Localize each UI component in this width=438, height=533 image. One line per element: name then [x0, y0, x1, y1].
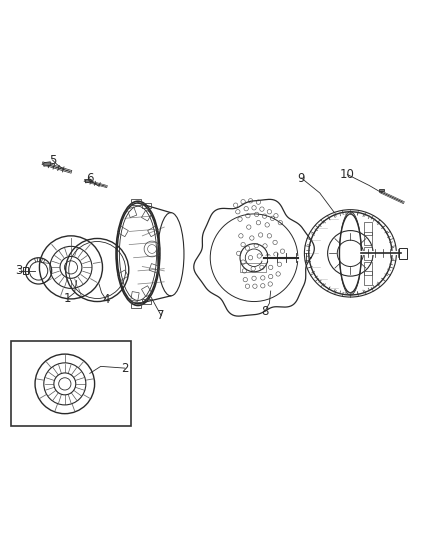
Bar: [142, 203, 151, 208]
Bar: [364, 262, 372, 275]
Bar: [141, 210, 152, 221]
Bar: [399, 248, 407, 259]
Bar: [127, 207, 137, 217]
Bar: [142, 299, 151, 304]
Bar: [141, 286, 152, 297]
Polygon shape: [85, 179, 91, 183]
Text: 9: 9: [297, 172, 305, 184]
Polygon shape: [379, 189, 384, 191]
Bar: [364, 232, 372, 245]
Text: 4: 4: [102, 293, 110, 306]
Text: 2: 2: [121, 361, 129, 375]
Bar: [240, 263, 266, 272]
Text: 6: 6: [86, 172, 94, 185]
Bar: [364, 271, 372, 285]
Text: 8: 8: [261, 305, 268, 318]
Bar: [11, 341, 131, 426]
Bar: [364, 222, 372, 235]
Text: 10: 10: [340, 168, 355, 181]
Text: 5: 5: [49, 154, 56, 167]
Polygon shape: [44, 162, 50, 166]
Text: 7: 7: [157, 309, 165, 322]
Bar: [131, 302, 141, 308]
Bar: [149, 263, 160, 273]
Text: 3: 3: [15, 264, 22, 277]
Bar: [131, 292, 139, 302]
Text: 1: 1: [64, 292, 72, 304]
Bar: [23, 268, 28, 274]
Bar: [117, 270, 128, 280]
Bar: [364, 247, 372, 260]
Bar: [117, 226, 128, 237]
Bar: [131, 199, 141, 205]
Bar: [148, 226, 159, 237]
